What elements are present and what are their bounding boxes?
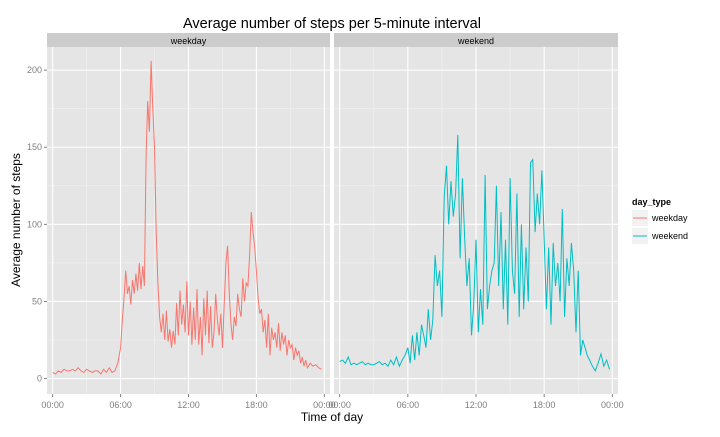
x-tick-label: 00:00 bbox=[328, 400, 351, 410]
x-tick-label: 12:00 bbox=[177, 400, 200, 410]
legend: day_type weekday weekend bbox=[632, 197, 688, 244]
y-tick-label: 0 bbox=[37, 374, 42, 384]
x-tick-label: 00:00 bbox=[601, 400, 624, 410]
x-tick-label: 18:00 bbox=[245, 400, 268, 410]
x-tick-label: 00:00 bbox=[41, 400, 64, 410]
facet-strip-weekend bbox=[334, 33, 618, 47]
legend-label-weekday: weekday bbox=[651, 213, 688, 223]
facet-label-weekend: weekend bbox=[457, 36, 494, 46]
chart-title: Average number of steps per 5-minute int… bbox=[183, 16, 481, 32]
y-tick-label: 150 bbox=[27, 142, 42, 152]
legend-title: day_type bbox=[632, 197, 671, 207]
x-tick-label: 18:00 bbox=[533, 400, 556, 410]
y-tick-label: 200 bbox=[27, 65, 42, 75]
x-tick-label: 00:00 bbox=[313, 400, 336, 410]
y-axis-label: Average number of steps bbox=[9, 153, 23, 287]
facet-strip-weekday bbox=[47, 33, 330, 47]
facet-label-weekday: weekday bbox=[170, 36, 207, 46]
x-tick-label: 12:00 bbox=[465, 400, 488, 410]
series-line-weekday bbox=[52, 60, 322, 375]
series-line-weekend bbox=[339, 134, 610, 373]
y-axis: 0 50 100 150 200 bbox=[27, 65, 47, 384]
x-axis-label: Time of day bbox=[301, 410, 363, 424]
legend-label-weekend: weekend bbox=[651, 231, 688, 241]
y-tick-label: 100 bbox=[27, 219, 42, 229]
grid-weekday bbox=[47, 47, 330, 394]
x-tick-label: 06:00 bbox=[109, 400, 132, 410]
y-tick-label: 50 bbox=[32, 296, 42, 306]
x-tick-label: 06:00 bbox=[397, 400, 420, 410]
